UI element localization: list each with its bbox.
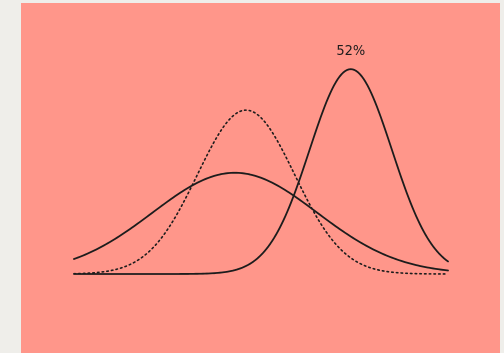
curves-group bbox=[73, 68, 449, 275]
series-line-3 bbox=[73, 68, 449, 275]
labels-group: 52% bbox=[336, 44, 365, 59]
series-line-2-dotted bbox=[73, 109, 449, 275]
peak-annotation-label: 52% bbox=[336, 44, 365, 59]
distribution-chart: 52% bbox=[73, 44, 449, 275]
series-line-1 bbox=[73, 171, 449, 272]
